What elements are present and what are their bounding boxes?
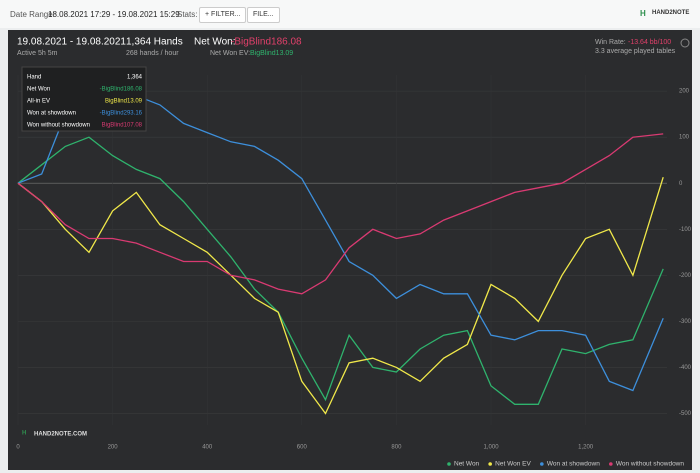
hands-per-hour: 268 hands / hour: [126, 50, 179, 57]
chart: 19.08.2021 - 19.08.2021 Active 5h 5m 1,3…: [16, 37, 692, 468]
legend-marker: [488, 462, 492, 466]
legend-label: Won without showdown: [616, 461, 685, 468]
tooltip: Hand 1,364 Net Won -BigBlind186.08 All-in EV…: [21, 66, 147, 132]
tooltip-label: Won without showdown: [27, 123, 90, 129]
tooltip-value: BigBlind13.09: [105, 99, 143, 105]
button-text: FILE...: [253, 11, 274, 18]
y-tick-label: 100: [679, 135, 690, 141]
tooltip-value: BigBlind107.08: [102, 123, 143, 129]
series-line: [17, 133, 664, 295]
toolbar: Date Range: 18.08.2021 17:29 - 19.08.202…: [0, 0, 700, 28]
x-tick-label: 1,000: [484, 445, 500, 451]
legend-label: Net Won: [454, 461, 480, 468]
net-won: -BigBlind186.08: [231, 37, 302, 48]
tooltip-value: -BigBlind293.16: [100, 111, 143, 117]
x-tick-label: 600: [297, 445, 308, 451]
tooltip-value: 1,364: [127, 75, 143, 81]
x-tick-label: 200: [108, 445, 119, 451]
label: Date Range:: [10, 10, 55, 19]
series-line: [17, 136, 664, 405]
y-tick-label: -100: [679, 227, 692, 233]
active-time: Active 5h 5m: [17, 50, 58, 57]
tooltip-label: Won at showdown: [27, 111, 76, 117]
legend-label: Net Won EV: [495, 461, 531, 468]
filter-button[interactable]: + FILTER...: [199, 7, 247, 23]
button-text: FILTER...: [211, 11, 241, 18]
period: 19.08.2021 - 19.08.2021: [17, 37, 126, 48]
x-tick-label: 0: [16, 445, 20, 451]
tooltip-label: Net Won: [27, 87, 50, 93]
win-rate: -13.64 bb/100: [628, 39, 671, 46]
legend-marker: [447, 462, 451, 466]
hands: 1,364 Hands: [126, 37, 183, 48]
legend-label: Won at showdown: [547, 461, 600, 468]
y-tick-label: 200: [679, 89, 690, 95]
legend-marker: [609, 462, 613, 466]
tooltip-value: -BigBlind186.08: [100, 87, 143, 93]
tables: 3.3 average played tables: [595, 48, 676, 55]
net-won-label: Net Won:: [194, 37, 236, 48]
x-tick-label: 400: [202, 445, 213, 451]
watermark: HAND2NOTE.COM: [34, 432, 87, 438]
x-tick-label: 800: [391, 445, 402, 451]
file-button[interactable]: FILE...: [247, 7, 280, 23]
panel: 19.08.2021 - 19.08.2021 Active 5h 5m 1,3…: [8, 30, 692, 470]
y-tick-label: -500: [679, 411, 692, 417]
y-tick-label: -300: [679, 319, 692, 325]
settings-icon[interactable]: [680, 38, 690, 48]
tooltip-label: All-in EV: [27, 99, 50, 105]
legend-marker: [540, 462, 544, 466]
logo: HAND2NOTE: [652, 10, 690, 16]
y-tick-label: -200: [679, 273, 692, 279]
y-tick-label: -400: [679, 365, 692, 371]
x-tick-label: 1,200: [578, 445, 594, 451]
tooltip-label: Hand: [27, 75, 41, 81]
net-won-ev-label: Net Won EV:: [210, 50, 250, 57]
net-won-ev: BigBlind13.09: [250, 50, 293, 57]
series-line: [17, 90, 664, 392]
date-range[interactable]: 18.08.2021 17:29 - 19.08.2021 15:29: [48, 10, 180, 19]
tooltip-box: [21, 66, 147, 132]
win-rate-label: Win Rate:: [595, 39, 626, 46]
series-line: [17, 177, 664, 415]
logo-mark: H: [640, 9, 646, 18]
watermark-mark: H: [22, 431, 26, 437]
y-tick-label: 0: [679, 181, 683, 187]
label: Stats:: [177, 10, 198, 19]
